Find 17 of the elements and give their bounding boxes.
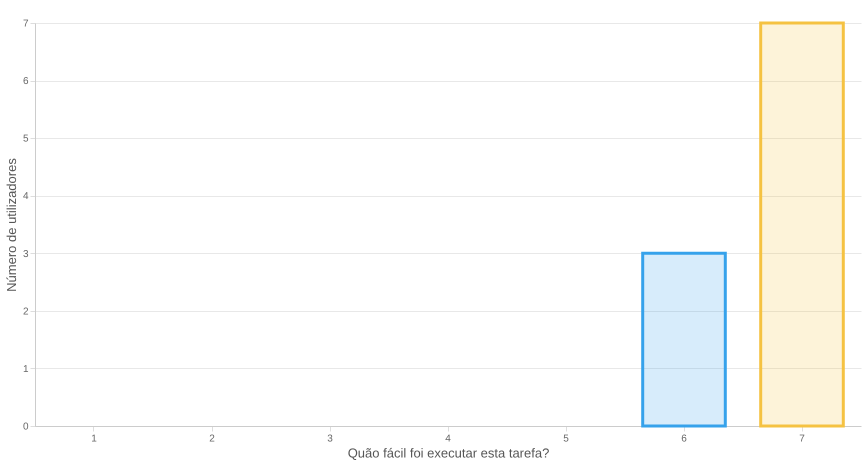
x-tick-label: 1 bbox=[91, 434, 98, 444]
y-tick-label: 4 bbox=[22, 191, 29, 202]
x-tick-label: 6 bbox=[681, 434, 688, 444]
x-tick-label: 2 bbox=[209, 434, 216, 444]
x-tick-label: 3 bbox=[327, 434, 334, 444]
x-tick-label: 7 bbox=[799, 434, 806, 444]
y-tick-label: 0 bbox=[22, 422, 29, 432]
y-tick-label: 2 bbox=[22, 306, 29, 318]
y-tick-label: 6 bbox=[22, 76, 29, 88]
y-axis-title: Número de utilizadores bbox=[4, 158, 19, 292]
x-tick-label: 4 bbox=[445, 434, 452, 444]
y-tick-label: 3 bbox=[22, 248, 29, 260]
x-axis-title: Quão fácil foi executar esta tarefa? bbox=[348, 446, 550, 460]
y-tick-label: 5 bbox=[22, 134, 29, 145]
y-tick-label: 1 bbox=[22, 364, 29, 375]
y-tick-label: 7 bbox=[22, 18, 29, 30]
x-tick-label: 5 bbox=[563, 434, 570, 444]
